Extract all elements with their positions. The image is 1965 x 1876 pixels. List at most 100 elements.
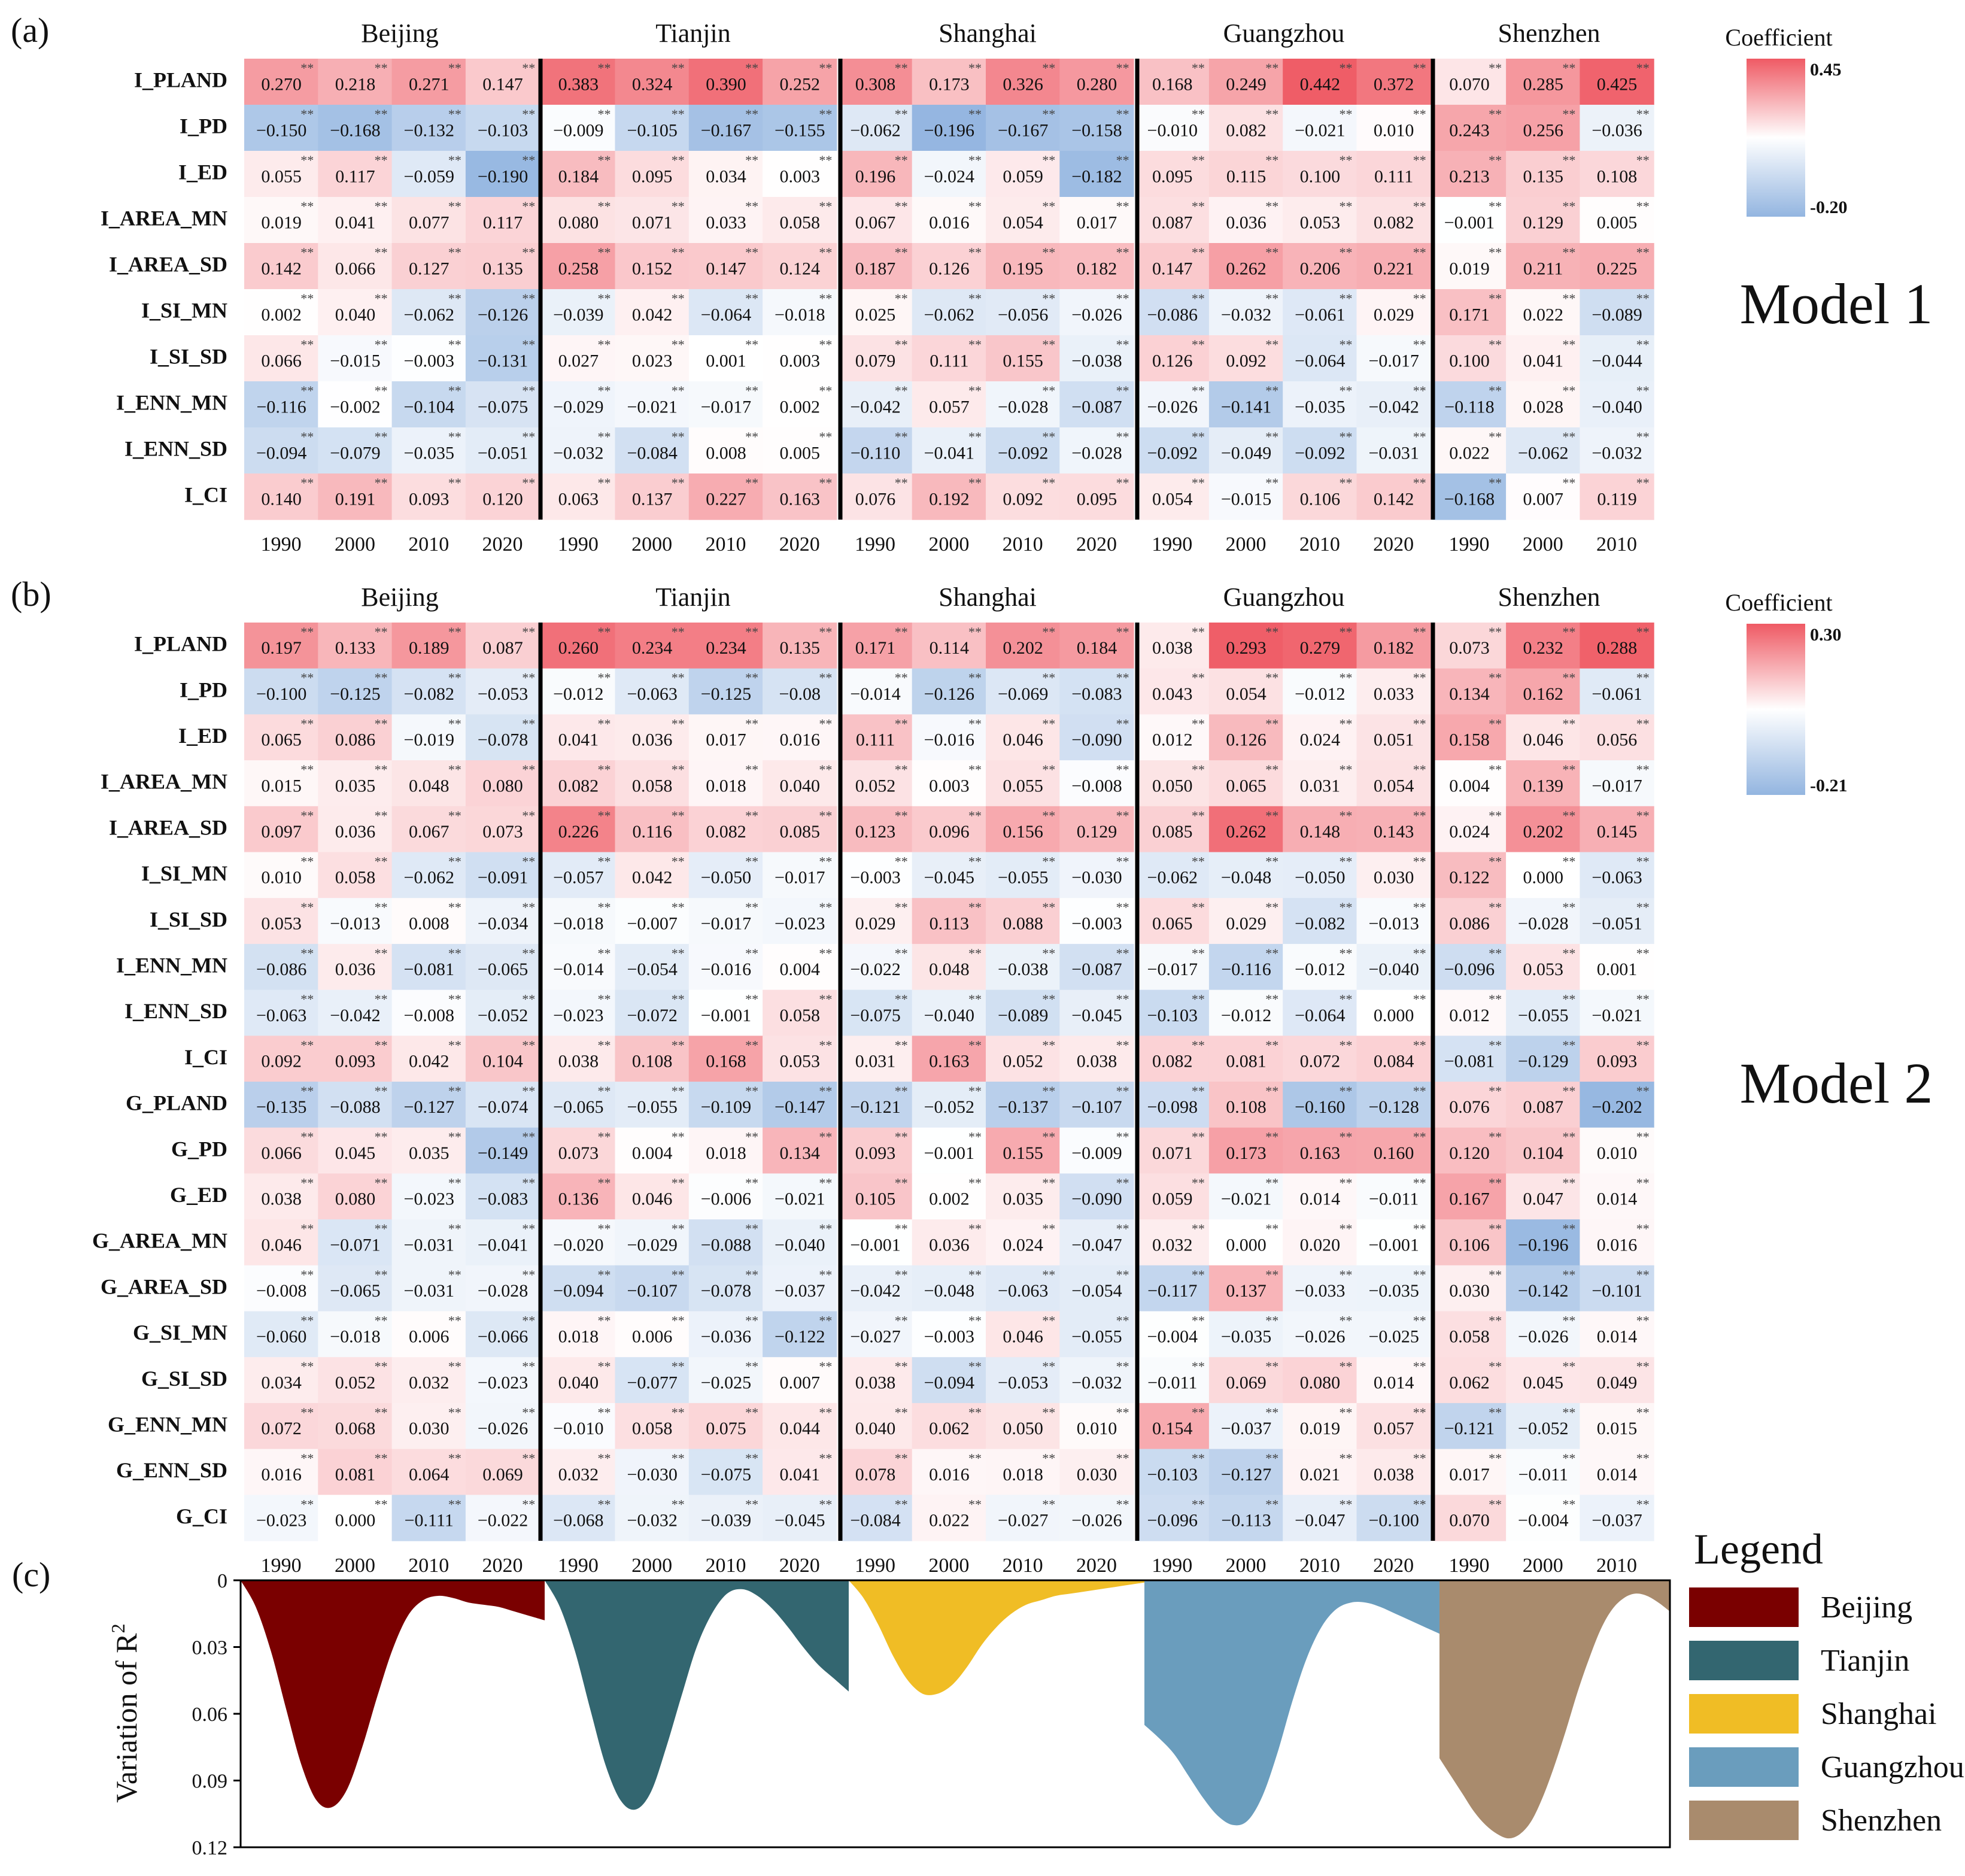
- significance-mark: **: [300, 107, 314, 122]
- year-tick: 2000: [928, 533, 969, 555]
- significance-mark: **: [672, 1451, 685, 1466]
- cell-value: −0.078: [701, 1281, 751, 1301]
- heat-cell: [1580, 1265, 1654, 1312]
- heat-cell: [1506, 1082, 1581, 1128]
- cell-value: −0.149: [478, 1143, 528, 1163]
- cell-value: −0.008: [404, 1006, 454, 1025]
- significance-mark: **: [1489, 60, 1502, 75]
- significance-mark: **: [1265, 992, 1278, 1007]
- cell-value: −0.064: [1295, 351, 1345, 371]
- heat-cell: [912, 197, 986, 244]
- cell-value: −0.141: [1221, 397, 1271, 417]
- heat-cell: [1283, 1265, 1357, 1312]
- significance-mark: **: [522, 624, 535, 639]
- cell-value: −0.033: [1295, 1281, 1345, 1301]
- cell-value: 0.047: [1523, 1189, 1564, 1209]
- cell-value: 0.168: [1152, 74, 1193, 94]
- significance-mark: **: [672, 716, 685, 731]
- year-tick: 2020: [1373, 1555, 1414, 1577]
- significance-mark: **: [968, 337, 982, 352]
- cell-value: 0.252: [780, 74, 821, 94]
- significance-mark: **: [300, 475, 314, 490]
- heat-cell: [244, 1173, 319, 1220]
- significance-mark: **: [895, 337, 908, 352]
- cell-value: 0.057: [929, 397, 970, 417]
- significance-mark: **: [1562, 624, 1575, 639]
- cell-value: 0.163: [1300, 1143, 1341, 1163]
- cell-value: −0.003: [1071, 913, 1122, 933]
- significance-mark: **: [1116, 1083, 1129, 1098]
- heat-cell: [465, 381, 540, 428]
- significance-mark: **: [448, 153, 461, 168]
- significance-mark: **: [1116, 107, 1129, 122]
- significance-mark: **: [1562, 900, 1575, 915]
- significance-mark: **: [375, 60, 388, 75]
- heat-cell: [465, 59, 540, 105]
- significance-mark: **: [1489, 1451, 1502, 1466]
- heat-cell: [763, 335, 837, 382]
- cell-value: 0.096: [929, 822, 970, 842]
- cell-value: 0.270: [261, 74, 302, 94]
- cell-value: −0.064: [1295, 1006, 1345, 1025]
- cell-value: 0.033: [706, 213, 746, 232]
- cell-value: 0.030: [1374, 868, 1414, 888]
- significance-mark: **: [968, 808, 982, 823]
- significance-mark: **: [968, 670, 982, 685]
- cell-value: 0.063: [558, 489, 599, 509]
- heat-cell: [688, 197, 764, 244]
- significance-mark: **: [672, 946, 685, 961]
- cell-value: −0.055: [998, 868, 1048, 888]
- cell-value: −0.142: [1518, 1281, 1568, 1301]
- year-tick: 2010: [1003, 1555, 1043, 1577]
- significance-mark: **: [1192, 1313, 1205, 1328]
- significance-mark: **: [1413, 946, 1426, 961]
- cell-value: 0.092: [261, 1051, 302, 1071]
- heat-cell: [1356, 898, 1431, 945]
- cell-value: 0.234: [706, 638, 746, 658]
- heat-cell: [541, 989, 616, 1036]
- heat-cell: [838, 760, 913, 807]
- significance-mark: **: [968, 245, 982, 260]
- row-label: I_ED: [178, 724, 227, 748]
- significance-mark: **: [968, 1083, 982, 1098]
- significance-mark: **: [968, 1175, 982, 1190]
- significance-mark: **: [1489, 199, 1502, 214]
- significance-mark: **: [1116, 1313, 1129, 1328]
- significance-mark: **: [1562, 475, 1575, 490]
- significance-mark: **: [968, 762, 982, 777]
- heat-cell: [244, 806, 319, 853]
- significance-mark: **: [1636, 854, 1650, 869]
- cell-value: 0.271: [409, 74, 450, 94]
- cell-value: −0.026: [1295, 1327, 1345, 1347]
- cell-value: −0.08: [779, 684, 821, 704]
- cell-value: 0.038: [558, 1051, 599, 1071]
- significance-mark: **: [745, 475, 758, 490]
- heat-cell: [763, 427, 837, 474]
- heat-cell: [986, 623, 1061, 669]
- significance-mark: **: [522, 900, 535, 915]
- cell-value: −0.042: [850, 1281, 900, 1301]
- significance-mark: **: [1636, 383, 1650, 398]
- heat-cell: [391, 197, 466, 244]
- significance-mark: **: [968, 1405, 982, 1420]
- significance-mark: **: [448, 808, 461, 823]
- heat-cell: [1580, 381, 1654, 428]
- cell-value: 0.082: [558, 776, 599, 796]
- cell-value: 0.093: [409, 489, 450, 509]
- significance-mark: **: [448, 1451, 461, 1466]
- significance-mark: **: [1116, 854, 1129, 869]
- significance-mark: **: [1562, 1221, 1575, 1236]
- significance-mark: **: [375, 337, 388, 352]
- cell-value: −0.045: [924, 868, 974, 888]
- heat-cell: [1506, 381, 1581, 428]
- heat-cell: [615, 668, 690, 715]
- heat-cell: [1283, 243, 1357, 290]
- heat-cell: [1356, 289, 1431, 336]
- cell-value: −0.032: [553, 443, 603, 463]
- heat-cell: [1059, 1082, 1134, 1128]
- cell-value: −0.017: [701, 397, 751, 417]
- heat-cell: [465, 427, 540, 474]
- significance-mark: **: [448, 1037, 461, 1052]
- significance-mark: **: [745, 762, 758, 777]
- heat-cell: [1580, 1219, 1654, 1266]
